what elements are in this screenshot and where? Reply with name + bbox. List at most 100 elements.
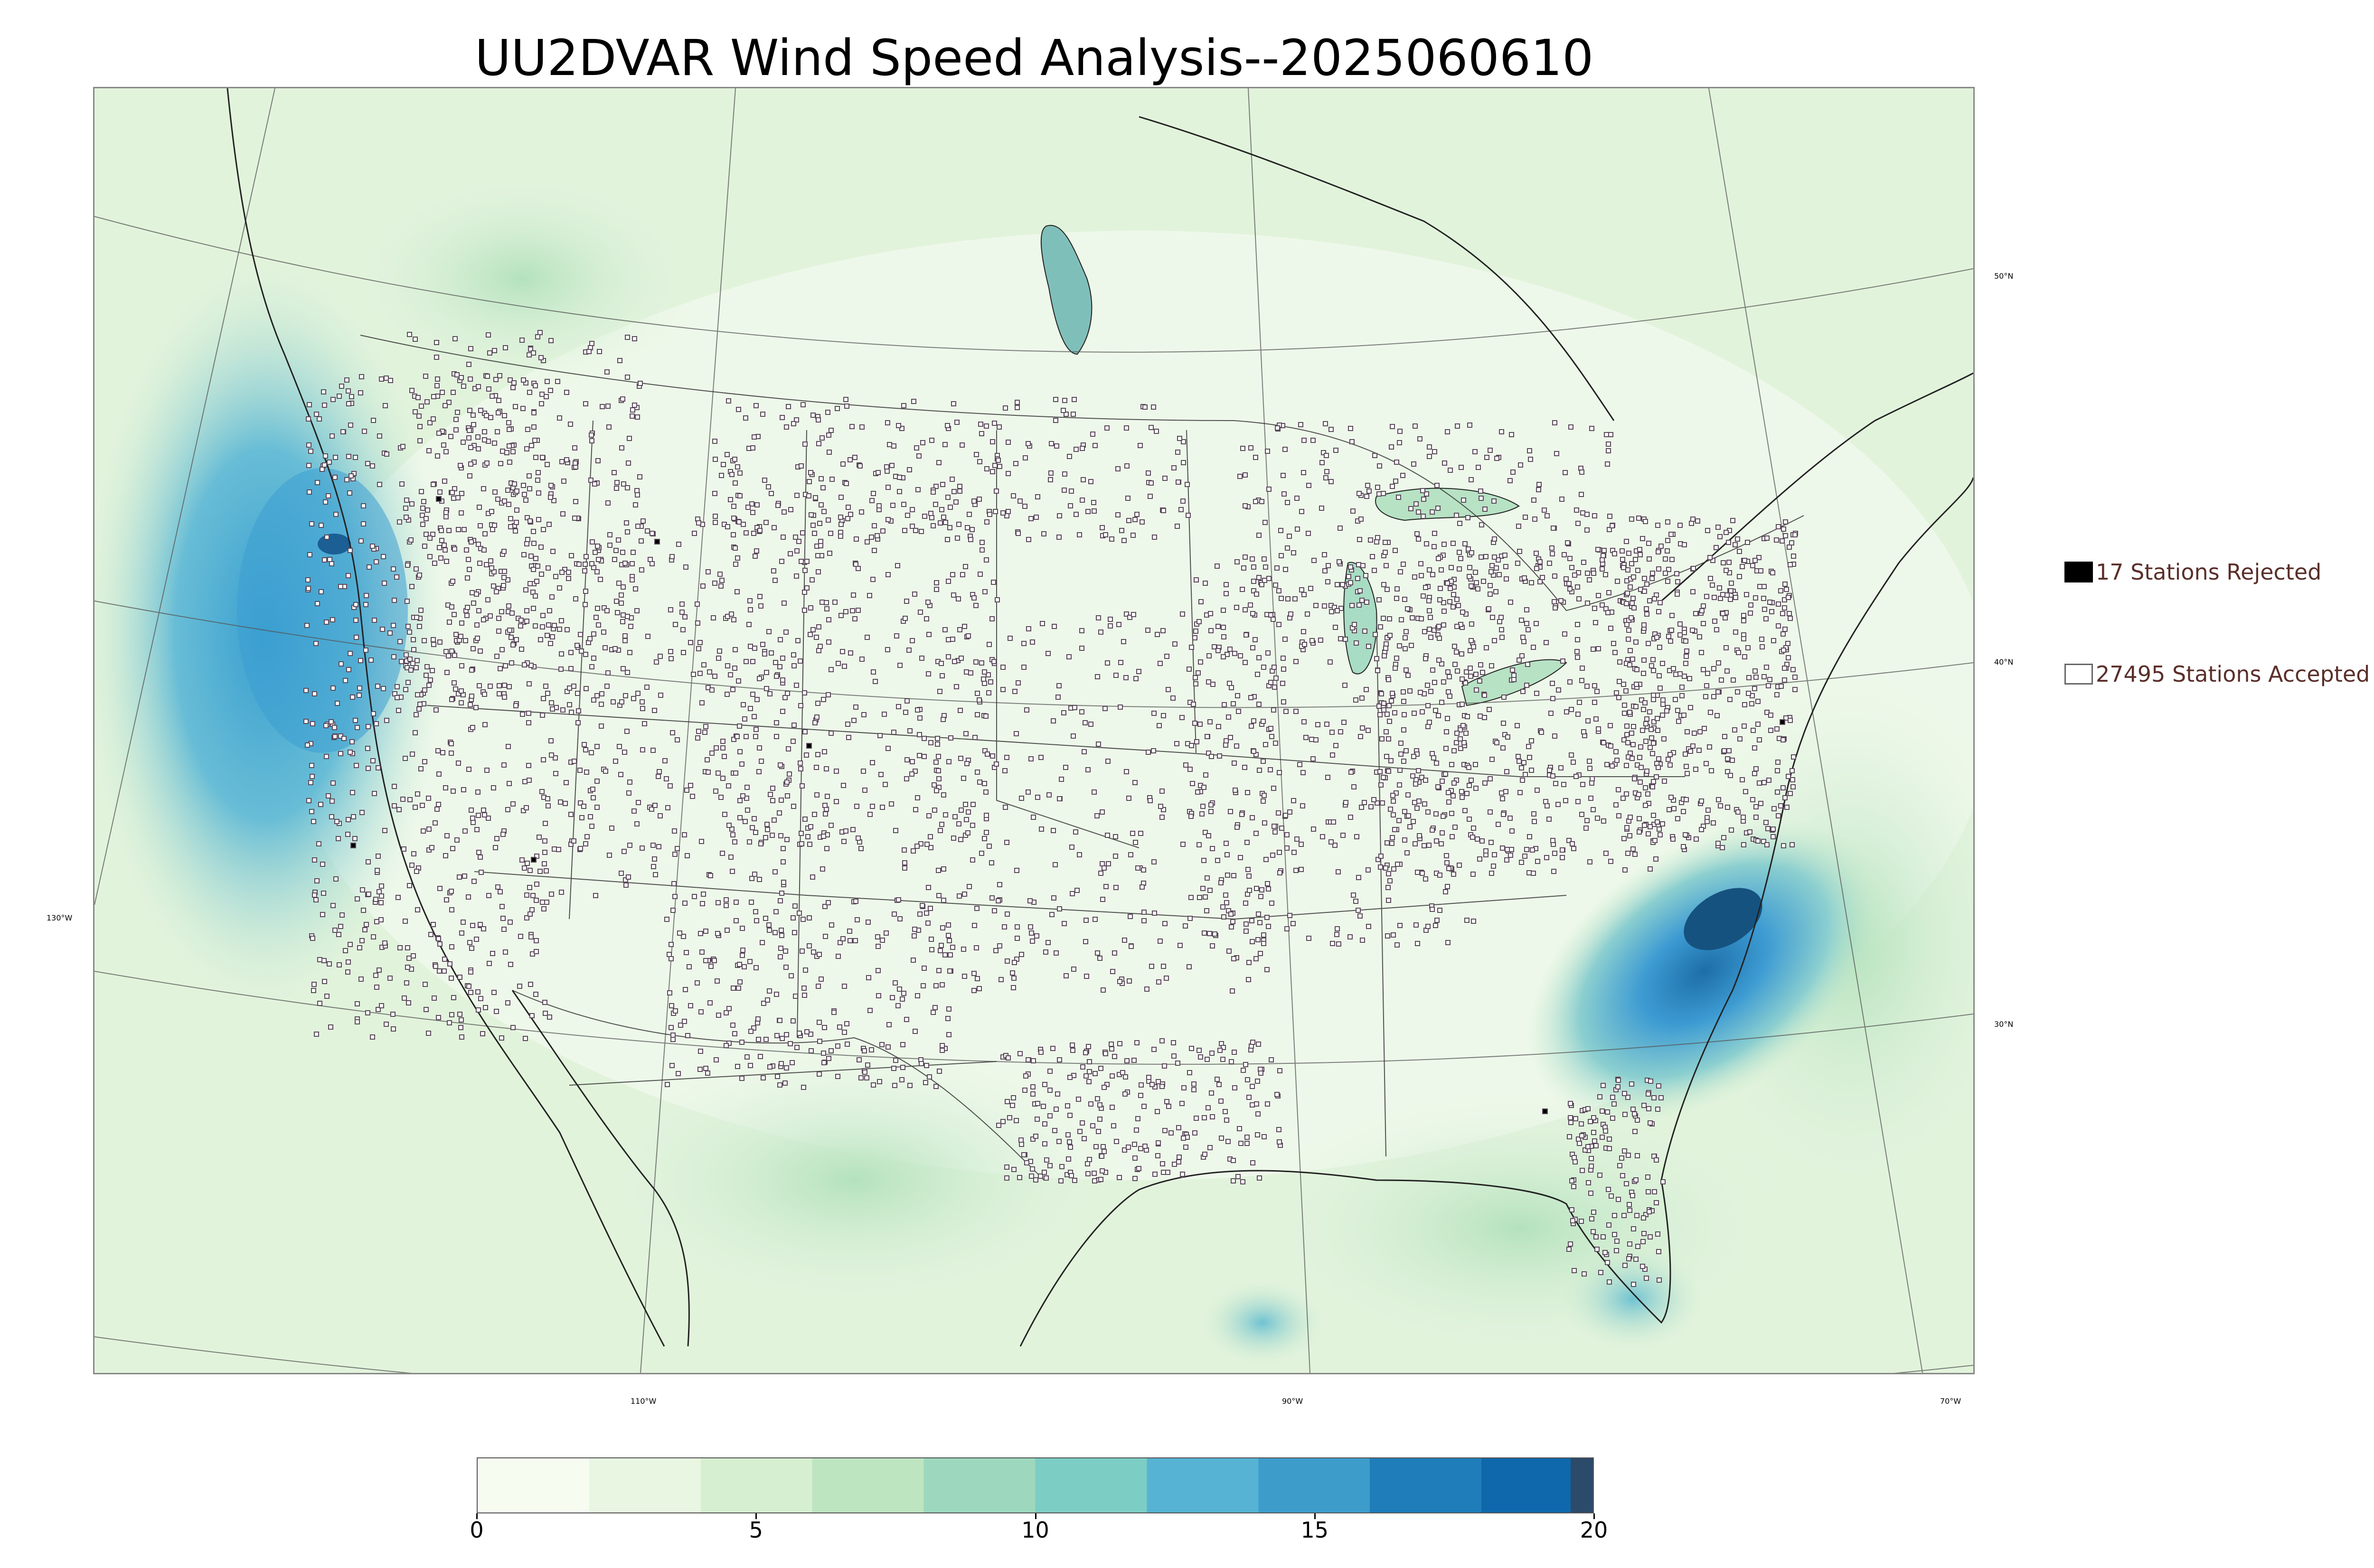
station-marker <box>1359 805 1364 810</box>
station-marker <box>1282 637 1288 642</box>
station-marker <box>1790 768 1795 773</box>
station-marker <box>1292 596 1298 601</box>
station-marker <box>683 987 688 992</box>
station-marker <box>457 874 462 880</box>
station-marker <box>838 515 843 520</box>
station-marker <box>1232 761 1237 766</box>
station-marker <box>728 854 734 860</box>
station-marker <box>1748 602 1753 608</box>
station-marker <box>1390 691 1395 696</box>
station-marker <box>714 1057 719 1062</box>
station-marker <box>873 679 878 684</box>
station-marker <box>1381 616 1386 621</box>
station-marker <box>1109 1042 1114 1047</box>
station-marker <box>1092 789 1097 795</box>
station-marker <box>1647 709 1652 714</box>
station-marker <box>525 537 530 542</box>
station-marker <box>886 517 891 522</box>
station-marker <box>396 807 402 812</box>
station-marker <box>1699 827 1704 832</box>
station-marker <box>471 413 476 418</box>
station-marker <box>753 909 758 914</box>
station-marker <box>838 522 844 527</box>
station-marker <box>926 632 932 637</box>
station-marker <box>1425 924 1431 929</box>
station-marker <box>1658 685 1663 691</box>
station-marker <box>1318 638 1323 643</box>
station-marker <box>399 659 404 664</box>
station-marker <box>437 968 442 974</box>
station-marker <box>1279 826 1284 831</box>
station-marker <box>1518 462 1523 468</box>
station-marker <box>1753 595 1758 601</box>
station-marker <box>1667 752 1673 757</box>
station-marker <box>695 601 700 607</box>
station-marker <box>1338 526 1343 531</box>
station-marker <box>1038 755 1044 760</box>
station-marker <box>903 616 908 621</box>
station-marker <box>435 453 440 459</box>
station-marker <box>1206 653 1212 658</box>
station-marker <box>1122 1147 1127 1153</box>
station-marker <box>323 499 328 505</box>
station-marker <box>1397 768 1403 773</box>
station-marker <box>1062 921 1067 926</box>
station-marker <box>1054 950 1059 956</box>
station-marker <box>1255 1079 1260 1084</box>
station-marker <box>437 489 443 495</box>
station-marker <box>1243 472 1248 478</box>
station-marker <box>1519 860 1524 865</box>
station-marker <box>699 839 704 844</box>
station-marker <box>349 394 354 399</box>
station-marker <box>605 404 611 409</box>
station-marker <box>1246 977 1251 982</box>
station-marker <box>1501 695 1507 700</box>
station-marker <box>494 589 499 594</box>
station-marker <box>1764 842 1770 847</box>
station-marker <box>1674 571 1679 576</box>
station-marker <box>1682 630 1687 635</box>
station-marker <box>1758 568 1763 573</box>
station-marker <box>1488 776 1493 781</box>
station-marker <box>622 633 628 638</box>
station-marker <box>732 1031 737 1036</box>
station-marker <box>1187 667 1192 672</box>
station-marker <box>1354 834 1359 839</box>
station-marker <box>1402 712 1407 717</box>
station-marker <box>1082 749 1087 754</box>
station-marker <box>1666 757 1671 762</box>
station-marker <box>1142 404 1148 410</box>
station-marker <box>1199 811 1205 817</box>
station-marker <box>1093 917 1098 922</box>
station-marker <box>912 927 917 932</box>
station-marker <box>1430 827 1435 833</box>
station-marker <box>1104 425 1110 431</box>
station-marker <box>794 683 799 688</box>
station-marker <box>565 627 570 632</box>
station-marker <box>1277 1139 1282 1145</box>
station-marker <box>519 338 525 343</box>
station-marker <box>1274 1092 1280 1097</box>
station-marker <box>1622 867 1628 873</box>
station-marker <box>1215 563 1220 569</box>
station-marker <box>1013 461 1018 466</box>
station-marker <box>737 723 742 729</box>
station-marker <box>651 864 656 869</box>
station-marker <box>578 800 583 806</box>
station-marker <box>761 1001 766 1006</box>
station-marker <box>411 637 416 642</box>
station-marker <box>488 558 493 563</box>
station-marker <box>1704 761 1709 766</box>
station-marker <box>321 958 327 963</box>
station-marker <box>856 836 861 841</box>
station-marker <box>984 423 989 429</box>
station-marker <box>616 537 621 543</box>
station-marker <box>467 940 472 945</box>
station-marker <box>1690 516 1696 522</box>
station-marker <box>745 505 751 510</box>
lon-label-110w: 110°W <box>631 1397 657 1406</box>
station-marker <box>1071 967 1076 972</box>
station-marker <box>1684 764 1689 769</box>
station-marker <box>1733 595 1738 600</box>
station-marker <box>1381 707 1386 713</box>
